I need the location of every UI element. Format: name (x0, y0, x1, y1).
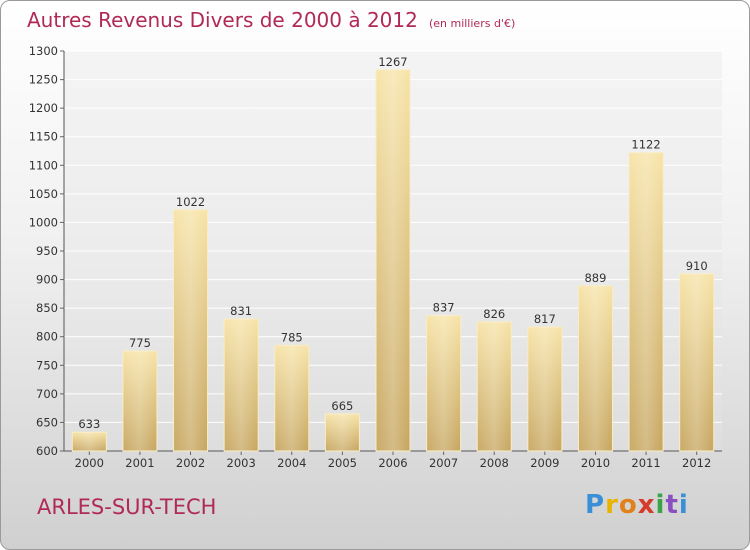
x-tick-label: 2008 (480, 456, 509, 470)
x-tick-label: 2010 (581, 456, 610, 470)
data-label: 910 (686, 259, 708, 273)
y-tick-label: 800 (36, 330, 58, 344)
logo-letter: t (665, 490, 679, 520)
logo-letter: i (678, 490, 689, 520)
x-tick-label: 2009 (530, 456, 559, 470)
y-tick-label: 1200 (29, 101, 58, 115)
bar-shine (173, 209, 208, 451)
x-tick-label: 2000 (75, 456, 104, 470)
x-tick-label: 2012 (682, 456, 711, 470)
y-tick-label: 850 (36, 301, 58, 315)
y-tick-label: 700 (36, 387, 58, 401)
y-tick-label: 650 (36, 415, 58, 429)
data-label: 633 (78, 417, 100, 431)
bar-shine (224, 319, 259, 451)
y-tick-label: 900 (36, 273, 58, 287)
x-tick-label: 2011 (631, 456, 660, 470)
data-label: 826 (483, 307, 505, 321)
chart-title: Autres Revenus Divers de 2000 à 2012 (en… (27, 8, 515, 32)
bar-shine (376, 69, 410, 451)
logo-letter: i (655, 490, 666, 520)
y-tick-label: 1000 (29, 215, 58, 229)
data-label: 831 (230, 304, 252, 318)
location-name: ARLES-SUR-TECH (37, 495, 217, 519)
logo-letter: r (605, 490, 619, 520)
labels: 633 775 1022 831 785 665 1267 837 826 817 889 1122 9… (78, 55, 707, 431)
y-tick-label: 600 (36, 444, 58, 458)
y-tick-label: 1150 (29, 130, 58, 144)
x-tick-label: 2003 (227, 456, 256, 470)
data-label: 1022 (176, 195, 205, 209)
bar-shine (274, 345, 309, 451)
bar-shine (679, 273, 714, 451)
data-label: 775 (129, 336, 151, 350)
data-label: 785 (281, 330, 303, 344)
data-label: 889 (584, 271, 606, 285)
data-label: 1122 (631, 138, 660, 152)
bar-shine (122, 351, 157, 451)
x-tick-label: 2002 (176, 456, 205, 470)
x-tick-label: 2006 (378, 456, 407, 470)
x-tick-label: 2001 (125, 456, 154, 470)
bar-shine (477, 321, 512, 451)
bar-shine (578, 285, 613, 451)
y-tick-label: 1300 (29, 44, 58, 58)
bar-shine (72, 432, 107, 451)
logo-letter: o (618, 490, 638, 520)
y-tick-label: 750 (36, 358, 58, 372)
x-tick-label: 2004 (277, 456, 306, 470)
bar-shine (527, 327, 562, 451)
data-label: 837 (433, 301, 455, 315)
y-tick-label: 1100 (29, 158, 58, 172)
y-tick-label: 950 (36, 244, 58, 258)
proxiti-logo: Proxiti (585, 490, 689, 520)
bar-shine (426, 315, 461, 451)
data-label: 1267 (378, 55, 407, 69)
data-label: 817 (534, 312, 556, 326)
bar-shine (629, 152, 664, 451)
y-tick-label: 1050 (29, 187, 58, 201)
bar-shine (325, 413, 360, 451)
x-tick-label: 2005 (328, 456, 357, 470)
logo-letter: P (585, 490, 606, 520)
x-tick-label: 2007 (429, 456, 458, 470)
title-unit: (en milliers d'€) (428, 17, 516, 30)
data-label: 665 (331, 399, 353, 413)
bars (71, 69, 715, 452)
y-tick-label: 1250 (29, 73, 58, 87)
logo-letter: x (637, 490, 656, 520)
title-text: Autres Revenus Divers de 2000 à 2012 (27, 8, 418, 32)
